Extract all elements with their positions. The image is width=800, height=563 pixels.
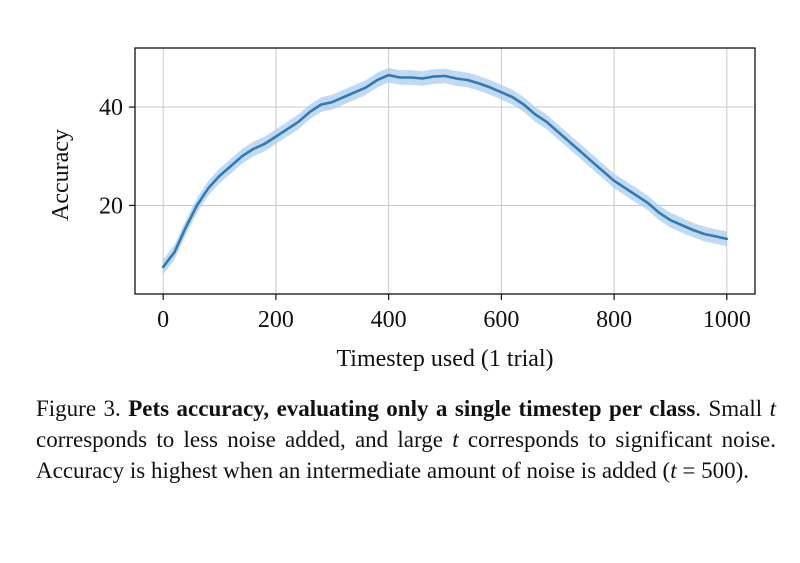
caption-figure-label: Figure 3. [36,396,129,421]
caption-var-t-2: t [452,427,459,452]
y-tick-label: 40 [99,95,123,121]
accuracy-series-line [161,73,729,269]
x-axis-label: Timestep used (1 trial) [336,346,553,372]
caption-text-2: corresponds to less noise added, and lar… [36,427,453,452]
x-tick-label: 600 [483,307,519,333]
x-tick-label: 1000 [703,307,751,333]
confidence-band-layer [163,67,727,275]
x-tick-label: 800 [596,307,632,333]
caption-text-3: corresponds to significant noise. Accura… [36,427,776,483]
caption-var-t-3: t [670,458,677,483]
caption-text-1: . Small [695,396,770,421]
x-tick-label: 400 [371,307,407,333]
caption-text-4: = 500). [676,458,749,483]
series-line-layer [161,73,729,269]
x-tick-label: 200 [258,307,294,333]
x-tick-label: 0 [157,307,169,333]
y-tick-label: 20 [99,193,123,219]
caption-bold-title: Pets accuracy, evaluating only a single … [128,396,696,421]
caption-var-t-1: t [769,396,776,421]
figure-caption: Figure 3. Pets accuracy, evaluating only… [36,393,776,486]
tick-layer: 0 200 400 600 800 1000 20 40 [99,95,751,333]
accuracy-line-chart: 0 200 400 600 800 1000 20 40 Timestep used (1 t… [48,47,756,372]
plot-frame [134,47,756,295]
confidence-band [163,67,727,275]
y-axis-label: Accuracy [48,129,74,221]
